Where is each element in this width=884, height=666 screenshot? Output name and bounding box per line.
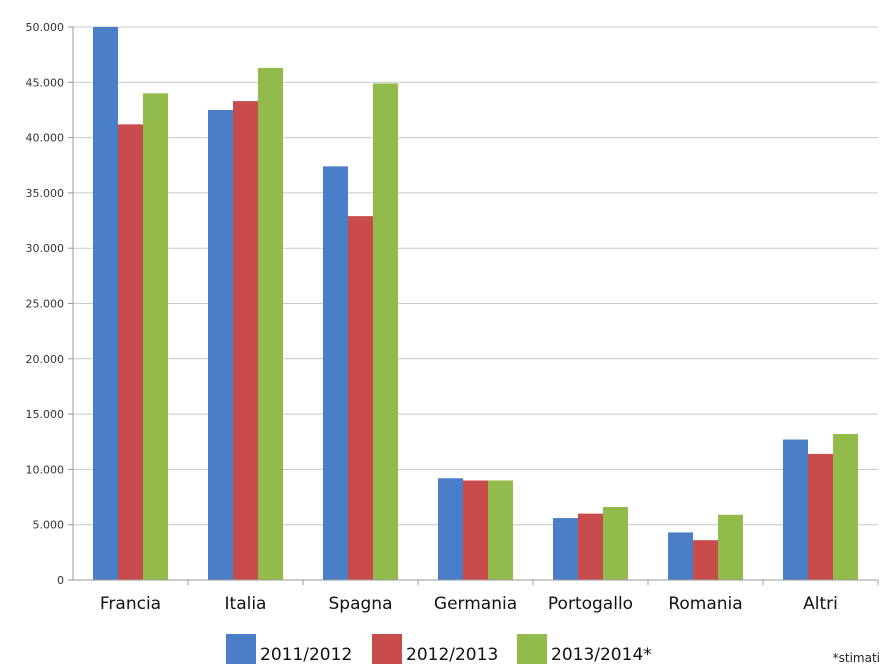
bar-francia-2	[118, 124, 143, 580]
x-tick-label: Romania	[668, 594, 742, 614]
bar-portogallo-1	[553, 518, 578, 580]
x-axis-ticks: Francia Italia Spagna Germania Portogallo Rom…	[100, 580, 879, 614]
x-tick-label: Spagna	[329, 594, 393, 614]
x-tick-label: Francia	[100, 594, 161, 614]
x-tick-label: Germania	[434, 594, 517, 614]
bar-germania-3	[488, 480, 513, 580]
bar-spagna-2	[348, 216, 373, 580]
y-tick-label: 30.000	[26, 242, 65, 255]
legend: 2011/2012 2012/2013 2013/2014*	[226, 634, 652, 665]
bar-italia-3	[258, 67, 283, 580]
y-tick-label: 40.000	[26, 132, 65, 145]
bar-altri-2	[808, 453, 833, 580]
x-tick-label: Italia	[225, 594, 267, 614]
bar-francia-3	[143, 93, 168, 581]
legend-swatch	[226, 634, 256, 664]
bar-francia-1	[93, 27, 118, 580]
bars	[93, 27, 858, 581]
bar-romania-2	[693, 540, 718, 580]
bar-germania-1	[438, 478, 463, 580]
bar-altri-1	[783, 439, 808, 580]
bar-spagna-1	[323, 166, 348, 580]
bar-romania-1	[668, 532, 693, 580]
bar-portogallo-3	[603, 507, 628, 580]
bar-spagna-3	[373, 83, 398, 580]
gridlines	[73, 26, 878, 526]
y-tick-label: 0	[57, 574, 64, 587]
x-tick-label: Portogallo	[548, 594, 633, 614]
legend-swatch	[372, 634, 402, 664]
legend-swatch	[517, 634, 547, 664]
y-tick-label: 15.000	[26, 408, 65, 421]
bar-italia-1	[208, 109, 233, 580]
bar-italia-2	[233, 101, 258, 581]
y-tick-label: 5.000	[33, 519, 65, 532]
legend-label: 2011/2012	[260, 645, 352, 665]
x-tick-label: Altri	[803, 594, 838, 614]
y-tick-label: 10.000	[26, 463, 65, 476]
legend-label: 2012/2013	[406, 645, 498, 665]
y-tick-label: 35.000	[26, 187, 65, 200]
bar-germania-2	[463, 480, 488, 580]
y-tick-label: 20.000	[26, 353, 65, 366]
bar-altri-3	[833, 434, 858, 580]
bar-portogallo-2	[578, 513, 603, 580]
footnote: *stimati	[833, 651, 880, 665]
bar-romania-3	[718, 514, 743, 580]
legend-label: 2013/2014*	[551, 645, 652, 665]
y-tick-label: 50.000	[26, 21, 65, 34]
y-tick-label: 25.000	[26, 298, 65, 311]
y-axis-ticks: 0 5.000 10.000 15.000 20.000 25.000 30.000 35.0…	[26, 21, 73, 587]
y-tick-label: 45.000	[26, 76, 65, 89]
